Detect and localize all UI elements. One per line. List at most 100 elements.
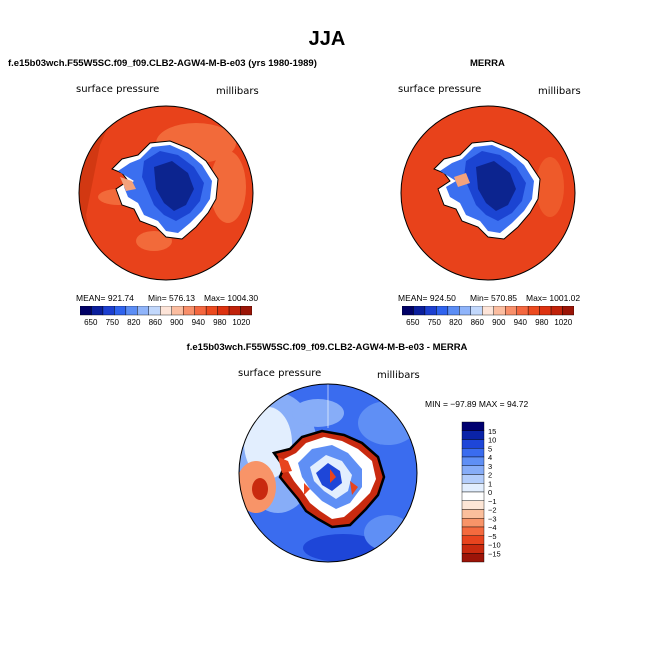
colorbar-tick-label: −2 xyxy=(488,506,497,515)
colorbar-tick-label: 4 xyxy=(488,453,492,462)
colorbar-tick-label: −5 xyxy=(488,532,497,541)
colorbar-tick-label: 940 xyxy=(192,318,206,327)
colorbar-swatch xyxy=(461,526,485,536)
panel3-minmax: MIN = −97.89 MAX = 94.72 xyxy=(425,399,529,409)
colorbar-swatch xyxy=(125,306,138,316)
colorbar-tick-label: 820 xyxy=(127,318,141,327)
colorbar-swatch xyxy=(424,306,437,316)
panel2-variable-label: surface pressure xyxy=(398,84,482,95)
colorbar-tick-label: 900 xyxy=(492,318,506,327)
colorbar-tick-label: 860 xyxy=(149,318,163,327)
panel1-variable-label: surface pressure xyxy=(76,84,160,95)
colorbar-swatch xyxy=(461,448,485,458)
colorbar-swatch xyxy=(461,518,485,528)
colorbar-swatch xyxy=(461,491,485,501)
colorbar-tick-label: 10 xyxy=(488,436,496,445)
colorbar-swatch xyxy=(182,306,195,316)
colorbar-swatch xyxy=(461,430,485,440)
panel1-colorbar: 650 750 820 860 900 940 980 1020 xyxy=(80,306,252,327)
colorbar-swatch xyxy=(461,421,485,431)
colorbar-swatch xyxy=(205,306,218,316)
colorbar-swatch xyxy=(171,306,184,316)
colorbar-tick-label: 980 xyxy=(535,318,549,327)
panel2-title: MERRA xyxy=(470,58,505,69)
colorbar-tick-label: 820 xyxy=(449,318,463,327)
colorbar-tick-label: 860 xyxy=(471,318,485,327)
colorbar-swatch xyxy=(436,306,449,316)
colorbar-tick-label: 900 xyxy=(170,318,184,327)
colorbar-tick-label: 0 xyxy=(488,488,492,497)
colorbar-swatch xyxy=(482,306,494,316)
colorbar-swatch xyxy=(461,465,485,475)
panel1-title: f.e15b03wch.F55W5SC.f09_f09.CLB2-AGW4-M-… xyxy=(8,58,317,69)
panel1-polar-map xyxy=(78,105,254,281)
colorbar-swatch xyxy=(550,306,563,316)
colorbar-swatch xyxy=(539,306,552,316)
panel2-min: Min= 570.85 xyxy=(470,293,518,303)
colorbar-swatch xyxy=(562,306,574,316)
colorbar-tick-label: 1020 xyxy=(232,318,250,327)
figure-title: JJA xyxy=(308,28,346,50)
colorbar-tick-label: 650 xyxy=(84,318,98,327)
colorbar-tick-label: −15 xyxy=(488,549,501,558)
colorbar-swatch xyxy=(461,500,485,510)
panel1-max: Max= 1004.30 xyxy=(204,293,259,303)
colorbar-tick-label: 940 xyxy=(514,318,528,327)
colorbar-tick-label: −10 xyxy=(488,541,501,550)
colorbar-tick-label: 650 xyxy=(406,318,420,327)
colorbar-tick-label: −1 xyxy=(488,497,497,506)
colorbar-tick-label: 2 xyxy=(488,471,492,480)
panel2-units-label: millibars xyxy=(538,86,581,97)
colorbar-swatch xyxy=(461,535,485,545)
colorbar-tick-label: −4 xyxy=(488,523,497,532)
colorbar-swatch xyxy=(461,553,485,563)
colorbar-swatch xyxy=(461,456,485,466)
colorbar-swatch xyxy=(228,306,241,316)
colorbar-tick-label: 1020 xyxy=(554,318,572,327)
colorbar-swatch xyxy=(80,306,92,316)
colorbar-tick-label: 5 xyxy=(488,444,492,453)
panel3-units-label: millibars xyxy=(377,370,420,381)
colorbar-swatch xyxy=(148,306,161,316)
colorbar-tick-label: 750 xyxy=(106,318,120,327)
colorbar-swatch xyxy=(461,439,485,449)
colorbar-swatch xyxy=(461,474,485,484)
colorbar-swatch xyxy=(91,306,104,316)
colorbar-swatch xyxy=(493,306,506,316)
colorbar-swatch xyxy=(402,306,414,316)
colorbar-swatch xyxy=(217,306,230,316)
panel2-mean: MEAN= 924.50 xyxy=(398,293,456,303)
colorbar-swatch xyxy=(137,306,149,316)
colorbar-swatch xyxy=(470,306,483,316)
colorbar-swatch xyxy=(461,483,485,493)
colorbar-swatch xyxy=(413,306,426,316)
panel2-colorbar: 650 750 820 860 900 940 980 1020 xyxy=(402,306,574,327)
colorbar-swatch xyxy=(459,306,471,316)
panel1-mean: MEAN= 921.74 xyxy=(76,293,134,303)
colorbar-swatch xyxy=(447,306,460,316)
panel1-min: Min= 576.13 xyxy=(148,293,196,303)
colorbar-tick-label: 3 xyxy=(488,462,492,471)
colorbar-tick-label: 1 xyxy=(488,479,492,488)
panel2-max: Max= 1001.02 xyxy=(526,293,581,303)
panel3-variable-label: surface pressure xyxy=(238,368,322,379)
colorbar-swatch xyxy=(504,306,517,316)
colorbar-swatch xyxy=(527,306,540,316)
colorbar-tick-label: 15 xyxy=(488,427,496,436)
colorbar-swatch xyxy=(114,306,127,316)
colorbar-tick-label: 750 xyxy=(428,318,442,327)
panel3-title: f.e15b03wch.F55W5SC.f09_f09.CLB2-AGW4-M-… xyxy=(186,342,468,353)
colorbar-tick-label: −3 xyxy=(488,514,497,523)
colorbar-swatch xyxy=(240,306,252,316)
colorbar-tick-label: 980 xyxy=(213,318,227,327)
panel2-polar-map xyxy=(400,105,576,281)
panel3-polar-map xyxy=(238,383,418,563)
colorbar-swatch xyxy=(461,509,485,519)
colorbar-swatch xyxy=(516,306,529,316)
colorbar-swatch xyxy=(194,306,207,316)
colorbar-swatch xyxy=(102,306,115,316)
colorbar-swatch xyxy=(160,306,172,316)
colorbar-swatch xyxy=(461,544,485,554)
panel1-units-label: millibars xyxy=(216,86,259,97)
